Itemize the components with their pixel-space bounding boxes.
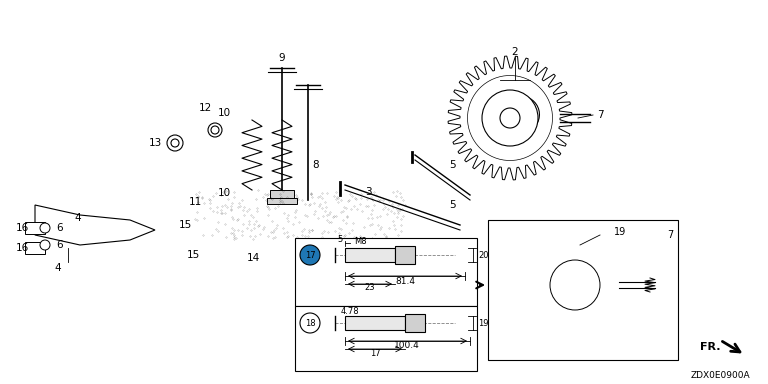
- Text: 15: 15: [178, 220, 192, 230]
- Circle shape: [302, 247, 318, 263]
- Bar: [395, 246, 415, 264]
- Circle shape: [300, 245, 320, 265]
- Text: 20: 20: [478, 250, 488, 260]
- Circle shape: [208, 123, 222, 137]
- Circle shape: [40, 240, 50, 250]
- Circle shape: [482, 90, 538, 146]
- Text: FR.: FR.: [700, 342, 720, 352]
- Text: 6: 6: [57, 240, 63, 250]
- Circle shape: [40, 223, 50, 233]
- Text: 8: 8: [313, 160, 319, 170]
- Text: 5: 5: [449, 200, 455, 210]
- Text: 17: 17: [369, 349, 380, 358]
- Circle shape: [550, 260, 600, 310]
- Circle shape: [167, 135, 183, 151]
- Text: 14: 14: [247, 253, 260, 263]
- Text: 17: 17: [305, 250, 316, 260]
- Circle shape: [500, 108, 520, 128]
- Text: 5: 5: [449, 160, 455, 170]
- Bar: [488, 220, 678, 360]
- Circle shape: [300, 313, 320, 333]
- Circle shape: [306, 251, 314, 259]
- Text: 4: 4: [55, 263, 61, 273]
- Text: 16: 16: [15, 243, 28, 253]
- Text: 10: 10: [217, 188, 230, 198]
- Bar: [267, 198, 297, 204]
- Text: 16: 16: [15, 223, 28, 233]
- Polygon shape: [35, 205, 155, 245]
- Text: 7: 7: [597, 110, 604, 120]
- Bar: [345, 316, 405, 330]
- Text: 7: 7: [667, 230, 673, 240]
- Bar: [270, 190, 294, 198]
- Bar: [195, 190, 405, 240]
- Circle shape: [171, 139, 179, 147]
- Bar: [25, 222, 45, 234]
- Text: 10: 10: [217, 108, 230, 118]
- Bar: [405, 314, 425, 332]
- Bar: [345, 248, 395, 262]
- Text: 3: 3: [365, 187, 371, 197]
- Bar: [295, 306, 477, 371]
- Text: 4: 4: [74, 213, 81, 223]
- Bar: [488, 220, 678, 360]
- Text: 11: 11: [188, 197, 202, 207]
- Text: 17: 17: [304, 250, 316, 260]
- Text: 13: 13: [148, 138, 161, 148]
- Text: 19: 19: [478, 318, 488, 328]
- Text: 12: 12: [198, 103, 212, 113]
- Text: 100.4: 100.4: [394, 341, 420, 351]
- Text: 2: 2: [511, 47, 518, 57]
- Bar: [295, 238, 477, 306]
- Text: 81.4: 81.4: [395, 276, 415, 285]
- Text: ZDX0E0900A: ZDX0E0900A: [690, 371, 750, 379]
- Text: 23: 23: [365, 283, 376, 293]
- Text: 6: 6: [57, 223, 63, 233]
- Text: 5: 5: [337, 235, 343, 245]
- Text: M8: M8: [354, 237, 366, 247]
- Bar: [25, 242, 45, 254]
- Text: 19: 19: [614, 227, 626, 237]
- Text: 9: 9: [279, 53, 286, 63]
- Text: 18: 18: [305, 318, 316, 328]
- Text: 15: 15: [187, 250, 200, 260]
- Text: 4.78: 4.78: [341, 308, 359, 316]
- Circle shape: [211, 126, 219, 134]
